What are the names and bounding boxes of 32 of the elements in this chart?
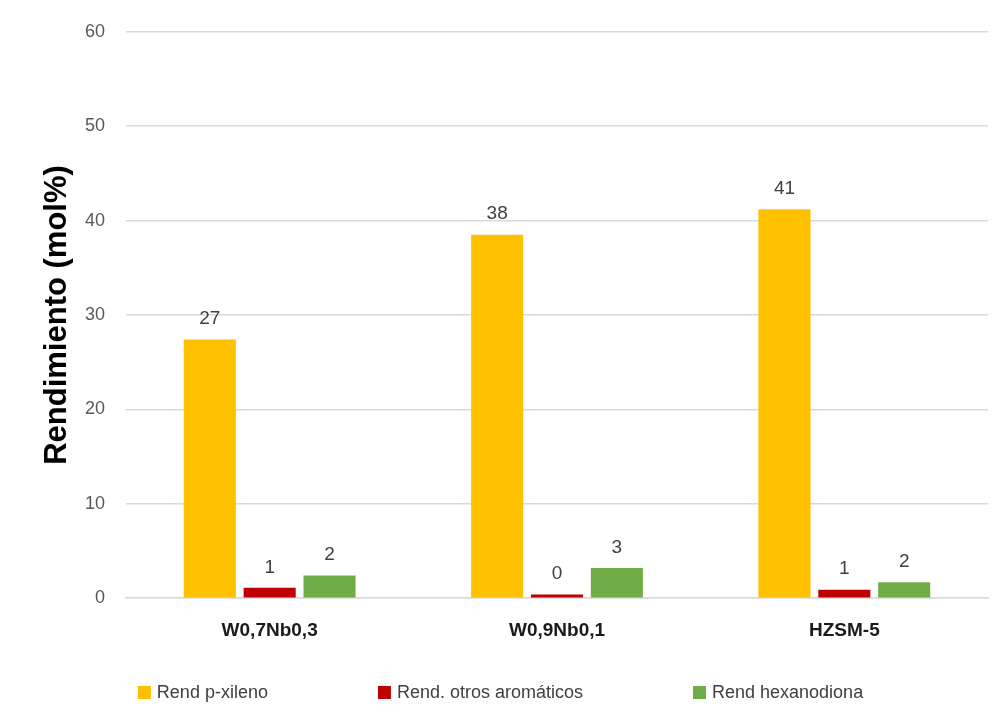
legend-label: Rend p-xileno	[156, 682, 268, 703]
y-tick-label: 10	[84, 492, 105, 513]
data-label: 27	[199, 307, 221, 329]
x-tick-label: HZSM-5	[808, 618, 881, 640]
data-label: 2	[898, 549, 910, 571]
bar	[818, 589, 871, 598]
data-label: 0	[551, 562, 563, 584]
bar	[303, 575, 356, 598]
data-label: 41	[773, 177, 796, 199]
legend-label: Rend. otros aromáticos	[396, 682, 584, 703]
y-axis-title: Rendimiento (mol%)	[38, 165, 74, 465]
data-label: 38	[486, 202, 508, 224]
bar	[183, 339, 236, 598]
bar	[471, 234, 524, 598]
x-tick-label: W0,9Nb0,1	[508, 618, 606, 640]
data-label: 1	[839, 557, 850, 579]
bar	[590, 567, 643, 598]
y-tick-label: 60	[84, 20, 105, 41]
y-tick-label: 20	[84, 398, 105, 419]
data-label: 3	[611, 535, 623, 557]
y-tick-label: 0	[94, 587, 105, 608]
x-tick-label: W0,7Nb0,3	[221, 618, 318, 640]
y-tick-label: 30	[84, 303, 105, 324]
data-label: 2	[324, 543, 335, 565]
data-label: 1	[264, 555, 275, 577]
bar	[758, 209, 811, 598]
y-tick-label: 50	[84, 115, 105, 136]
bar	[243, 587, 296, 598]
legend-label: Rend hexanodiona	[712, 682, 865, 703]
bar	[530, 594, 584, 598]
y-tick-label: 40	[84, 209, 105, 230]
bar	[878, 582, 931, 598]
